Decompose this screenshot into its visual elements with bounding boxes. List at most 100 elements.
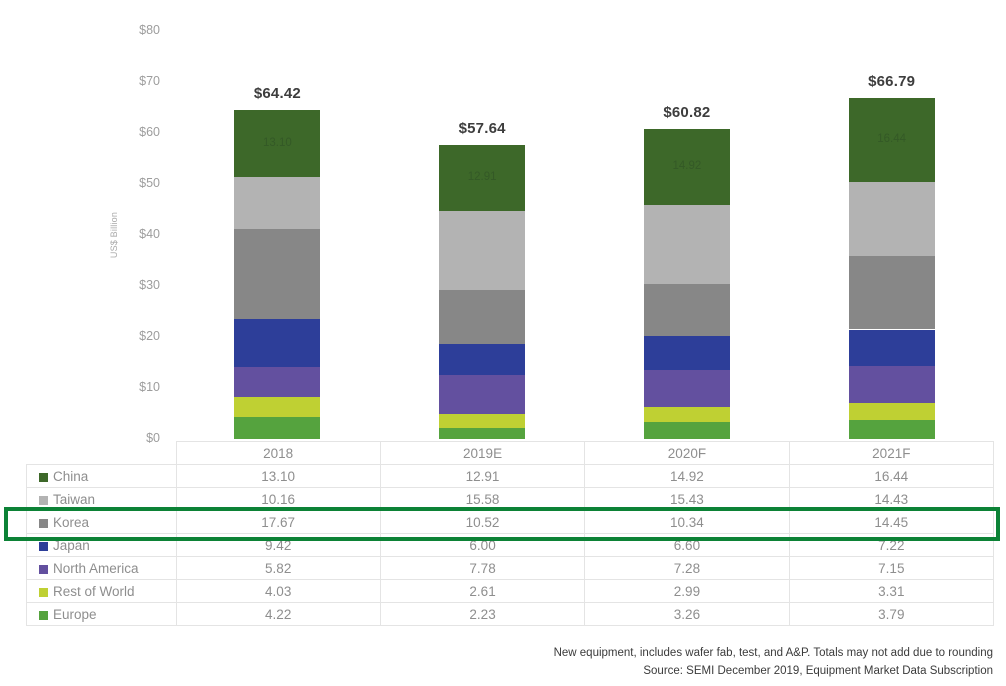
series-name: China: [53, 468, 89, 484]
series-name: Korea: [53, 514, 90, 530]
bar-inner-label: 13.10: [262, 136, 292, 149]
bar-inner-label: 12.91: [467, 171, 497, 183]
value-cell: 4.03: [175, 579, 381, 603]
bar-segment-japan-2018: [234, 319, 321, 368]
y-tick-label: $40: [139, 227, 160, 241]
y-tick-label: $30: [139, 278, 160, 292]
series-label-cell: China: [26, 464, 177, 488]
bar-total-label: $66.79: [868, 73, 916, 91]
y-tick-label: $20: [139, 329, 160, 343]
value-cell: 2.99: [584, 579, 790, 603]
table-row-rest-of-world: Rest of World 4.03 2.61 2.99 3.31: [26, 579, 995, 603]
legend-swatch-icon: [39, 518, 48, 528]
bar-inner-label: 14.92: [672, 159, 702, 172]
series-label-cell: Taiwan: [26, 487, 177, 511]
footer-note: New equipment, includes wafer fab, test,…: [553, 647, 993, 659]
bar-segment-japan-2019e: [439, 344, 526, 375]
value-cell: 10.34: [584, 510, 790, 534]
legend-swatch-icon: [39, 610, 48, 620]
value-cell: 12.91: [379, 464, 586, 488]
legend-swatch-icon: [39, 472, 48, 482]
table-header-row: 2018 2019E 2020F 2021F: [27, 441, 995, 465]
value-cell: 4.22: [175, 602, 381, 626]
bar-segment-korea-2018: [234, 229, 321, 320]
table-row-taiwan: Taiwan 10.16 15.58 15.43 14.43: [26, 487, 995, 511]
bar-segment-europe-2021f: [848, 419, 935, 439]
value-cell: 6.60: [584, 533, 790, 557]
bar-segment-japan-2021f: [848, 329, 935, 367]
bar-segment-rest-of-world-2020f: [643, 407, 730, 423]
value-cell: 6.00: [379, 533, 586, 557]
bar-segment-rest-of-world-2021f: [848, 402, 935, 420]
table-row-north-america: North America 5.82 7.78 7.28 7.15: [26, 556, 995, 580]
table-header-cell: 2019E: [379, 441, 586, 465]
y-tick-label: $50: [139, 176, 160, 190]
value-cell: 7.78: [379, 556, 586, 580]
bar-segment-korea-2021f: [848, 255, 935, 330]
series-name: Europe: [53, 606, 97, 622]
y-tick-label: $10: [139, 380, 160, 394]
footer-source: Source: SEMI December 2019, Equipment Ma…: [643, 665, 993, 677]
legend-swatch-icon: [39, 587, 48, 597]
table-row-china: China 13.10 12.91 14.92 16.44: [26, 464, 995, 488]
value-cell: 17.67: [175, 510, 381, 534]
value-cell: 3.31: [788, 579, 995, 603]
legend-swatch-icon: [39, 564, 48, 574]
bar-segment-taiwan-2021f: [848, 182, 935, 256]
value-cell: 9.42: [175, 533, 381, 557]
table-row-korea: Korea 17.67 10.52 10.34 14.45: [26, 510, 995, 534]
value-cell: 2.23: [379, 602, 586, 626]
bar-total-label: $64.42: [253, 85, 301, 103]
value-cell: 7.15: [788, 556, 995, 580]
series-name: Japan: [53, 537, 90, 553]
bar-total-label: $57.64: [458, 120, 506, 138]
value-cell: 3.26: [584, 602, 790, 626]
footer: New equipment, includes wafer fab, test,…: [554, 644, 993, 680]
value-cell: 16.44: [788, 464, 995, 488]
y-tick-label: $70: [139, 74, 160, 88]
bar-segment-europe-2019e: [439, 427, 526, 439]
bar-segment-rest-of-world-2018: [234, 396, 321, 418]
series-name: Rest of World: [53, 583, 135, 599]
bar-segment-korea-2019e: [439, 290, 526, 345]
series-label-cell: Japan: [26, 533, 177, 557]
series-label-cell: Rest of World: [26, 579, 177, 603]
bar-total-label: $60.82: [663, 103, 711, 121]
bar-segment-korea-2020f: [643, 283, 730, 337]
value-cell: 10.16: [175, 487, 381, 511]
table-row-europe: Europe 4.22 2.23 3.26 3.79: [26, 602, 995, 626]
series-label-cell: North America: [26, 556, 177, 580]
value-cell: 5.82: [175, 556, 381, 580]
bar-segment-taiwan-2020f: [643, 204, 730, 284]
series-name: Taiwan: [53, 491, 96, 507]
value-cell: 15.43: [584, 487, 790, 511]
value-cell: 2.61: [379, 579, 586, 603]
table-header-cell: 2020F: [584, 441, 790, 465]
bar-segment-europe-2018: [234, 417, 321, 439]
bar-inner-label: 16.44: [877, 133, 907, 146]
series-name: North America: [53, 560, 139, 576]
y-tick-label: $80: [139, 23, 160, 37]
value-cell: 15.58: [379, 487, 586, 511]
bar-segment-north-america-2020f: [643, 369, 730, 408]
table-header-cell: 2021F: [788, 441, 995, 465]
value-cell: 13.10: [175, 464, 381, 488]
value-cell: 10.52: [379, 510, 586, 534]
value-cell: 7.22: [788, 533, 995, 557]
value-cell: 14.43: [788, 487, 995, 511]
bar-segment-china-2021f: [848, 98, 935, 183]
bar-segment-china-2020f: [643, 128, 730, 205]
bar-segment-china-2018: [234, 110, 321, 178]
series-label-cell: Korea: [26, 510, 177, 534]
value-cell: 14.92: [584, 464, 790, 488]
bar-segment-north-america-2018: [234, 367, 321, 397]
bar-segment-china-2019e: [439, 145, 526, 211]
table-row-japan: Japan 9.42 6.00 6.60 7.22: [26, 533, 995, 557]
value-cell: 7.28: [584, 556, 790, 580]
table-corner-cell: [27, 442, 177, 465]
y-tick-label: $0: [146, 431, 160, 445]
series-label-cell: Europe: [26, 602, 177, 626]
bar-segment-taiwan-2018: [234, 177, 321, 230]
bar-segment-taiwan-2019e: [439, 210, 526, 291]
